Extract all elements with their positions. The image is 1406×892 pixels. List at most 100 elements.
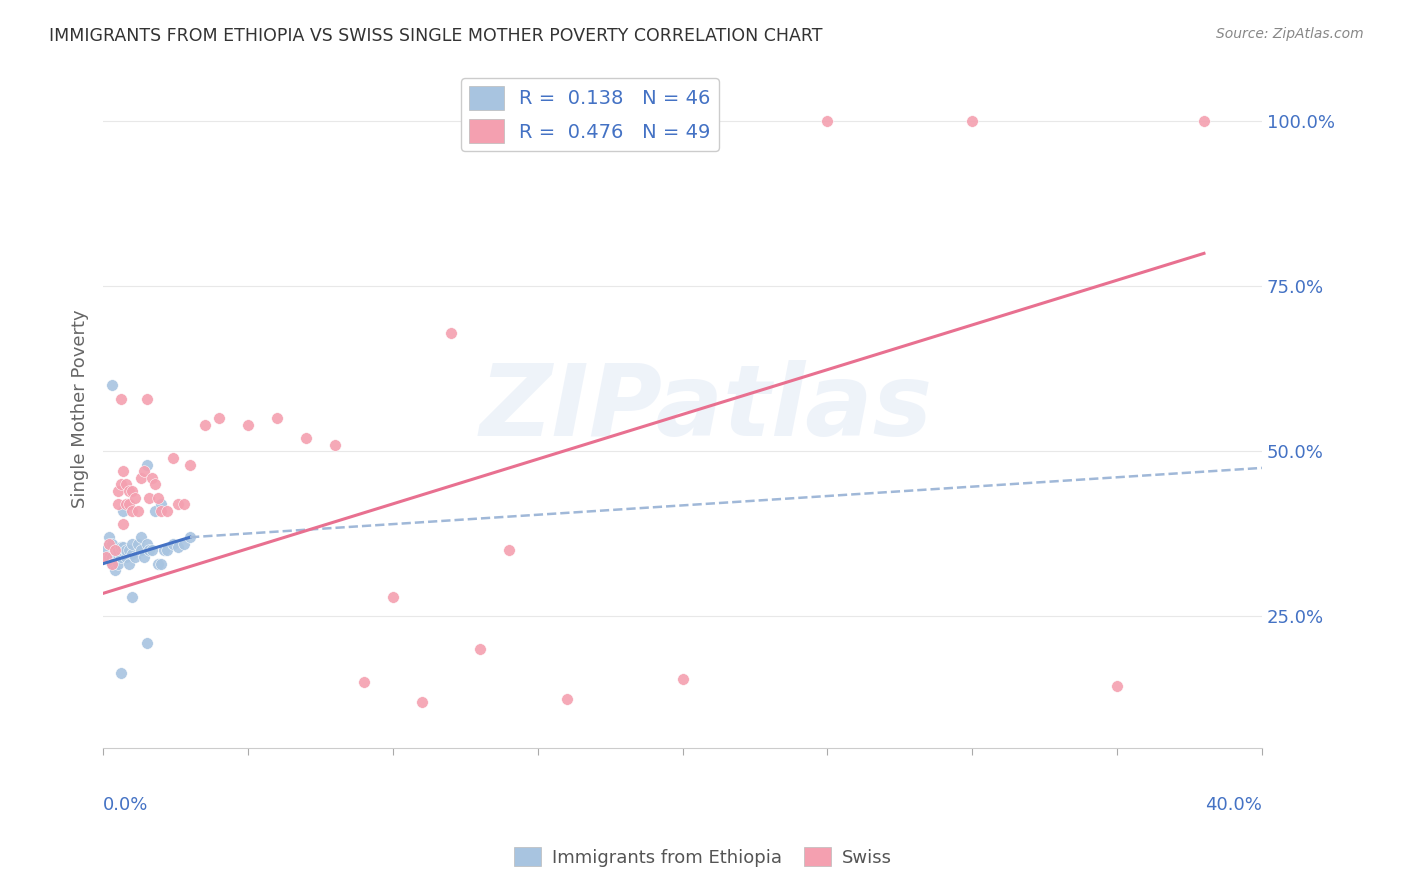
Point — [101, 537, 124, 551]
Text: Source: ZipAtlas.com: Source: ZipAtlas.com — [1216, 27, 1364, 41]
Point — [115, 543, 138, 558]
Point — [112, 464, 135, 478]
Point — [115, 477, 138, 491]
Point — [440, 326, 463, 340]
Point — [236, 417, 259, 432]
Point — [94, 543, 117, 558]
Point — [129, 471, 152, 485]
Point — [124, 491, 146, 505]
Point — [153, 543, 176, 558]
Point — [135, 458, 157, 472]
Point — [107, 497, 129, 511]
Point — [129, 530, 152, 544]
Point — [118, 497, 141, 511]
Point — [173, 497, 195, 511]
Point — [110, 549, 132, 564]
Point — [295, 431, 318, 445]
Point — [101, 557, 124, 571]
Point — [671, 672, 693, 686]
Point — [101, 378, 124, 392]
Point — [121, 537, 143, 551]
Point — [107, 483, 129, 498]
Point — [112, 504, 135, 518]
Point — [107, 557, 129, 571]
Point — [381, 590, 404, 604]
Point — [110, 477, 132, 491]
Point — [110, 540, 132, 554]
Point — [208, 411, 231, 425]
Point — [110, 665, 132, 680]
Point — [468, 642, 491, 657]
Point — [411, 695, 433, 709]
Point — [138, 543, 160, 558]
Point — [266, 411, 288, 425]
Point — [323, 438, 346, 452]
Point — [1105, 679, 1128, 693]
Point — [107, 543, 129, 558]
Point — [115, 497, 138, 511]
Point — [960, 114, 983, 128]
Point — [118, 557, 141, 571]
Point — [135, 392, 157, 406]
Point — [156, 504, 179, 518]
Point — [167, 497, 190, 511]
Point — [179, 458, 201, 472]
Point — [104, 563, 127, 577]
Point — [141, 471, 163, 485]
Point — [135, 537, 157, 551]
Point — [104, 543, 127, 558]
Point — [101, 557, 124, 571]
Point — [107, 547, 129, 561]
Point — [121, 590, 143, 604]
Point — [115, 549, 138, 564]
Point — [135, 636, 157, 650]
Point — [141, 543, 163, 558]
Point — [121, 504, 143, 518]
Point — [101, 549, 124, 564]
Point — [97, 530, 120, 544]
Point — [112, 516, 135, 531]
Y-axis label: Single Mother Poverty: Single Mother Poverty — [72, 310, 89, 508]
Point — [167, 540, 190, 554]
Point — [110, 392, 132, 406]
Legend: R =  0.138   N = 46, R =  0.476   N = 49: R = 0.138 N = 46, R = 0.476 N = 49 — [461, 78, 718, 151]
Point — [110, 543, 132, 558]
Point — [179, 530, 201, 544]
Point — [118, 543, 141, 558]
Text: 40.0%: 40.0% — [1205, 796, 1263, 814]
Point — [132, 464, 155, 478]
Point — [498, 543, 520, 558]
Point — [143, 504, 166, 518]
Point — [193, 417, 215, 432]
Point — [555, 692, 578, 706]
Point — [97, 537, 120, 551]
Text: IMMIGRANTS FROM ETHIOPIA VS SWISS SINGLE MOTHER POVERTY CORRELATION CHART: IMMIGRANTS FROM ETHIOPIA VS SWISS SINGLE… — [49, 27, 823, 45]
Point — [146, 491, 169, 505]
Point — [143, 477, 166, 491]
Point — [112, 540, 135, 554]
Point — [97, 549, 120, 564]
Point — [150, 497, 173, 511]
Point — [97, 537, 120, 551]
Point — [132, 549, 155, 564]
Point — [162, 537, 184, 551]
Point — [127, 504, 149, 518]
Point — [150, 504, 173, 518]
Point — [1192, 114, 1215, 128]
Point — [138, 491, 160, 505]
Point — [162, 450, 184, 465]
Point — [815, 114, 838, 128]
Point — [121, 547, 143, 561]
Point — [94, 549, 117, 564]
Point — [173, 537, 195, 551]
Point — [118, 483, 141, 498]
Legend: Immigrants from Ethiopia, Swiss: Immigrants from Ethiopia, Swiss — [508, 840, 898, 874]
Point — [353, 675, 375, 690]
Point — [156, 543, 179, 558]
Point — [146, 557, 169, 571]
Point — [127, 537, 149, 551]
Point — [129, 543, 152, 558]
Text: 0.0%: 0.0% — [103, 796, 149, 814]
Point — [121, 483, 143, 498]
Point — [104, 549, 127, 564]
